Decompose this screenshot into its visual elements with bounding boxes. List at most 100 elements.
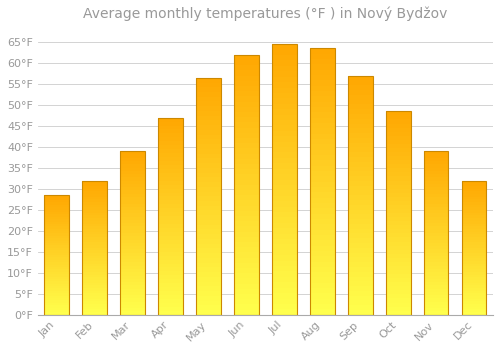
Bar [120,259,145,262]
Bar [310,139,334,144]
Bar [44,279,69,281]
Bar [44,255,69,257]
Bar [462,269,486,272]
Bar [272,55,296,61]
Bar [82,274,107,277]
Bar [272,61,296,66]
Bar [310,288,334,293]
Bar [386,156,410,160]
Bar [82,191,107,194]
Bar [120,308,145,312]
Bar [82,258,107,261]
Bar [310,112,334,118]
Bar [386,270,410,274]
Bar [196,191,221,196]
Bar [462,250,486,253]
Bar [120,154,145,158]
Bar [386,278,410,282]
Bar [272,228,296,233]
Bar [348,85,372,90]
Bar [82,242,107,245]
Bar [348,253,372,257]
Bar [386,168,410,172]
Bar [348,224,372,229]
Bar [424,269,448,272]
Bar [120,266,145,269]
Bar [462,253,486,256]
Bar [196,120,221,125]
Bar [424,259,448,262]
Bar [158,252,183,255]
Bar [386,290,410,294]
Bar [234,195,259,200]
Bar [272,212,296,217]
Bar [462,282,486,285]
Bar [44,286,69,288]
Bar [310,54,334,59]
Bar [386,266,410,270]
Bar [234,60,259,65]
Bar [424,295,448,299]
Bar [234,70,259,76]
Bar [348,171,372,176]
Bar [462,186,486,189]
Bar [120,256,145,259]
Bar [386,172,410,176]
Bar [462,234,486,237]
Bar [158,275,183,279]
Bar [196,230,221,234]
Bar [158,295,183,299]
Bar [82,288,107,290]
Bar [348,114,372,119]
Bar [348,104,372,109]
Bar [272,250,296,255]
Bar [82,296,107,299]
Bar [158,118,183,121]
Bar [234,232,259,237]
Bar [234,221,259,226]
Bar [310,166,334,171]
Bar [386,132,410,136]
Bar [462,312,486,315]
Bar [196,244,221,248]
Bar [348,147,372,152]
Bar [120,197,145,200]
Bar [462,197,486,199]
Bar [234,76,259,81]
Bar [272,299,296,304]
Bar [158,279,183,283]
Bar [348,243,372,248]
Bar [196,234,221,239]
Bar [196,125,221,130]
Bar [310,251,334,256]
Bar [158,185,183,189]
Bar [196,225,221,230]
Bar [386,201,410,205]
Bar [120,289,145,292]
Title: Average monthly temperatures (°F ) in Nový Bydžov: Average monthly temperatures (°F ) in No… [83,7,448,21]
Bar [44,245,69,248]
Bar [462,280,486,282]
Bar [120,151,145,315]
Bar [234,154,259,159]
Bar [348,286,372,291]
Bar [462,216,486,218]
Bar [424,256,448,259]
Bar [158,303,183,307]
Bar [462,240,486,242]
Bar [348,90,372,95]
Bar [424,308,448,312]
Bar [82,245,107,248]
Bar [120,200,145,204]
Bar [82,240,107,242]
Bar [44,265,69,267]
Bar [82,299,107,301]
Bar [272,98,296,104]
Bar [158,236,183,240]
Bar [386,111,410,315]
Bar [158,126,183,130]
Bar [158,224,183,228]
Bar [348,276,372,281]
Bar [82,208,107,210]
Bar [44,267,69,270]
